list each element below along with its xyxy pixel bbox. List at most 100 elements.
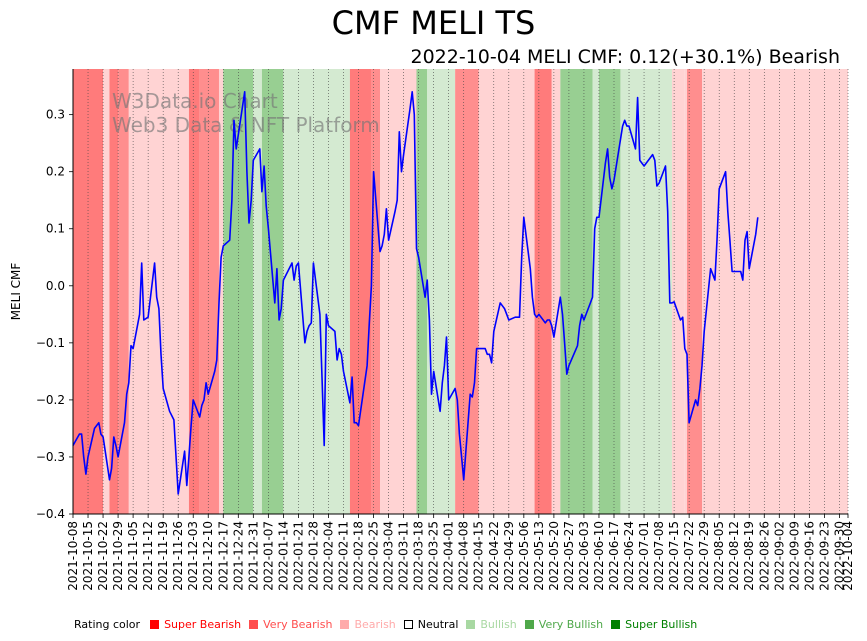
x-tick-label: 2022-08-12 (727, 521, 741, 591)
x-tick-label: 2022-06-03 (577, 521, 591, 591)
rating-legend: Rating color Super Bearish Very Bearish Be… (74, 618, 705, 632)
y-tick-label: 0.3 (46, 108, 65, 122)
chart-title: CMF MELI TS (331, 4, 536, 42)
band-bullish (253, 69, 262, 514)
x-tick-label: 2022-03-11 (397, 521, 411, 591)
x-tick-label: 2022-01-28 (306, 521, 320, 591)
x-tick-label: 2022-05-13 (532, 521, 546, 591)
legend-label: Rating color (74, 618, 141, 631)
legend-swatch (403, 620, 413, 629)
x-tick-label: 2022-05-27 (562, 521, 576, 591)
x-tick-label: 2022-09-02 (772, 521, 786, 591)
band-very_bearish (371, 69, 380, 514)
legend-item: Super Bearish (150, 618, 241, 631)
y-tick-label: 0.1 (46, 222, 65, 236)
band-bearish (671, 69, 685, 514)
legend-item-label: Bearish (354, 618, 396, 631)
x-tick-label: 2021-12-03 (186, 521, 200, 591)
x-tick-label: 2022-09-23 (817, 521, 831, 591)
band-super_bearish (534, 69, 552, 514)
x-tick-label: 2022-09-30 (832, 521, 846, 591)
band-very_bearish (455, 69, 479, 514)
band-bearish (684, 69, 687, 514)
legend-swatch (340, 620, 350, 629)
legend-item-label: Super Bearish (164, 618, 242, 631)
legend-item: Very Bearish (249, 618, 332, 631)
band-very_bullish (416, 69, 428, 514)
y-tick-label: −0.3 (36, 450, 65, 464)
series-line (72, 91, 759, 495)
band-bearish (551, 69, 561, 514)
x-tick-label: 2021-12-17 (216, 521, 230, 591)
x-tick-label: 2021-10-15 (81, 521, 95, 591)
x-tick-label: 2021-12-31 (246, 521, 260, 591)
x-tick-label: 2022-09-09 (787, 521, 801, 591)
legend-item-label: Bullish (480, 618, 517, 631)
x-tick-label: 2022-04-01 (442, 521, 456, 591)
x-tick-label: 2022-08-26 (757, 521, 771, 591)
band-bearish (218, 69, 224, 514)
x-tick-label: 2022-05-06 (517, 521, 531, 591)
legend-swatch (611, 620, 621, 629)
x-tick-label: 2022-02-04 (321, 521, 335, 591)
x-tick-label: 2021-11-26 (171, 521, 185, 591)
x-tick-label: 2022-02-18 (352, 521, 366, 591)
x-tick-label: 2022-10-04 (841, 521, 855, 591)
x-tick-label: 2021-12-10 (201, 521, 215, 591)
band-bullish (620, 69, 672, 514)
x-tick-label: 2022-01-07 (261, 521, 275, 591)
band-bearish (379, 69, 417, 514)
y-axis-label: MELI CMF (9, 263, 23, 321)
y-tick-label: −0.1 (36, 336, 65, 350)
band-very_bearish (118, 69, 129, 514)
legend-item-label: Neutral (417, 618, 459, 631)
x-tick-label: 2022-02-11 (336, 521, 350, 591)
band-super_bearish (109, 69, 119, 514)
watermark-text: W3Data.io Chart (112, 89, 278, 113)
x-tick-label: 2021-10-08 (66, 521, 80, 591)
legend-item-label: Very Bearish (263, 618, 333, 631)
band-bearish (702, 69, 848, 514)
x-tick-label: 2021-12-24 (231, 521, 245, 591)
legend-item: Neutral (403, 618, 459, 631)
band-bearish (128, 69, 189, 514)
x-tick-label: 2022-06-24 (622, 521, 636, 591)
x-tick-label: 2021-10-22 (96, 521, 110, 591)
x-tick-label: 2022-09-16 (802, 521, 816, 591)
x-tick-label: 2022-04-08 (457, 521, 471, 591)
x-tick-label: 2022-01-14 (276, 521, 290, 591)
x-tick-label: 2022-07-29 (697, 521, 711, 591)
x-tick-label: 2022-04-29 (502, 521, 516, 591)
x-tick-label: 2022-07-22 (682, 521, 696, 591)
y-tick-label: 0.2 (46, 165, 65, 179)
band-very_bullish (261, 69, 284, 514)
legend-swatch (150, 620, 160, 629)
legend-item-label: Very Bullish (538, 618, 604, 631)
y-tick-label: −0.4 (36, 507, 65, 521)
x-tick-label: 2022-02-25 (367, 521, 381, 591)
band-very_bearish (199, 69, 219, 514)
x-tick-label: 2022-03-04 (382, 521, 396, 591)
legend-swatch (524, 620, 534, 629)
x-tick-label: 2022-04-22 (487, 521, 501, 591)
x-tick-label: 2022-03-25 (427, 521, 441, 591)
x-tick-label: 2022-06-17 (607, 521, 621, 591)
x-tick-label: 2021-11-05 (126, 521, 140, 591)
band-bullish (427, 69, 456, 514)
y-tick-label: −0.2 (36, 393, 65, 407)
band-bearish (478, 69, 535, 514)
legend-swatch (249, 620, 259, 629)
y-tick-label: 0.0 (46, 279, 65, 293)
x-tick-label: 2022-03-18 (412, 521, 426, 591)
legend-item: Bullish (466, 618, 517, 631)
band-bullish (592, 69, 599, 514)
chart-subtitle: 2022-10-04 MELI CMF: 0.12(+30.1%) Bearis… (410, 46, 841, 68)
x-tick-label: 2021-11-12 (141, 521, 155, 591)
x-tick-label: 2022-08-05 (712, 521, 726, 591)
x-tick-label: 2022-07-01 (637, 521, 651, 591)
legend-item: Very Bullish (524, 618, 604, 631)
x-tick-label: 2022-05-20 (547, 521, 561, 591)
legend-item: Bearish (340, 618, 396, 631)
x-tick-label: 2022-07-15 (667, 521, 681, 591)
band-bearish (103, 69, 110, 514)
